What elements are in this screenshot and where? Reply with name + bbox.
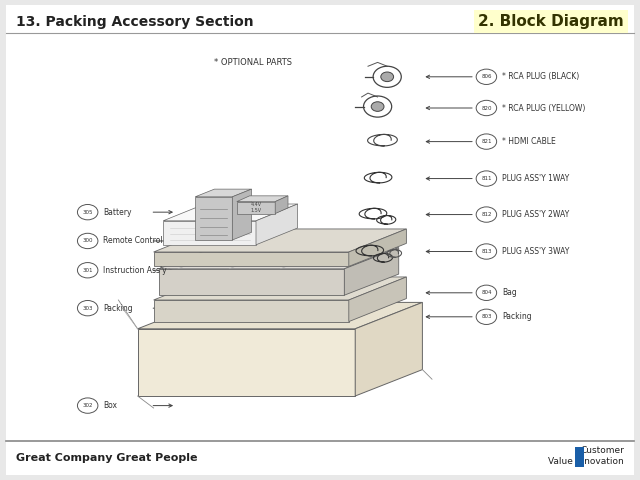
Text: 2. Block Diagram: 2. Block Diagram <box>478 14 624 29</box>
Text: * HDMI CABLE: * HDMI CABLE <box>502 137 556 146</box>
Polygon shape <box>232 189 252 240</box>
Text: 300: 300 <box>83 239 93 243</box>
Text: 301: 301 <box>83 268 93 273</box>
Polygon shape <box>237 196 288 202</box>
Text: 813: 813 <box>481 249 492 254</box>
Text: PLUG ASS'Y 1WAY: PLUG ASS'Y 1WAY <box>502 174 569 183</box>
Polygon shape <box>154 300 349 322</box>
Circle shape <box>371 102 384 111</box>
Polygon shape <box>163 204 298 221</box>
Text: 812: 812 <box>481 212 492 217</box>
Polygon shape <box>138 302 422 329</box>
Text: 811: 811 <box>481 176 492 181</box>
Text: Great Company Great People: Great Company Great People <box>16 453 198 463</box>
Text: * RCA PLUG (BLACK): * RCA PLUG (BLACK) <box>502 72 579 81</box>
Text: 820: 820 <box>481 106 492 110</box>
Text: Box: Box <box>103 401 117 410</box>
Text: PLUG ASS'Y 2WAY: PLUG ASS'Y 2WAY <box>502 210 569 219</box>
Circle shape <box>381 72 394 82</box>
Text: Bag: Bag <box>502 288 516 297</box>
Polygon shape <box>138 329 355 396</box>
Polygon shape <box>159 248 399 269</box>
Polygon shape <box>355 302 422 396</box>
Text: Instruction Ass'y: Instruction Ass'y <box>103 266 166 275</box>
Text: 13. Packing Accessory Section: 13. Packing Accessory Section <box>16 14 253 29</box>
Polygon shape <box>159 269 344 295</box>
Text: PLUG ASS'Y 3WAY: PLUG ASS'Y 3WAY <box>502 247 569 256</box>
Polygon shape <box>349 229 406 266</box>
Text: 806: 806 <box>481 74 492 79</box>
FancyBboxPatch shape <box>6 5 634 475</box>
Text: 4.4V
1.5V: 4.4V 1.5V <box>250 202 262 213</box>
Polygon shape <box>154 277 406 300</box>
Polygon shape <box>154 229 406 252</box>
Polygon shape <box>275 196 288 214</box>
Text: 302: 302 <box>83 403 93 408</box>
Text: * RCA PLUG (YELLOW): * RCA PLUG (YELLOW) <box>502 104 585 112</box>
Text: Remote Control: Remote Control <box>103 237 163 245</box>
Text: 303: 303 <box>83 306 93 311</box>
Polygon shape <box>163 221 256 245</box>
Text: 305: 305 <box>83 210 93 215</box>
Text: Battery: Battery <box>103 208 132 216</box>
Text: 803: 803 <box>481 314 492 319</box>
Text: Packing: Packing <box>502 312 531 321</box>
Polygon shape <box>195 189 252 197</box>
Text: Packing: Packing <box>103 304 132 312</box>
FancyBboxPatch shape <box>575 447 584 467</box>
Polygon shape <box>349 277 406 322</box>
Text: 821: 821 <box>481 139 492 144</box>
Polygon shape <box>344 248 399 295</box>
Polygon shape <box>195 197 232 240</box>
Text: * OPTIONAL PARTS: * OPTIONAL PARTS <box>214 58 292 67</box>
Polygon shape <box>237 202 275 214</box>
Polygon shape <box>256 204 298 245</box>
Polygon shape <box>154 252 349 266</box>
Text: 804: 804 <box>481 290 492 295</box>
Text: Customer
Value Innovation: Customer Value Innovation <box>548 446 624 466</box>
